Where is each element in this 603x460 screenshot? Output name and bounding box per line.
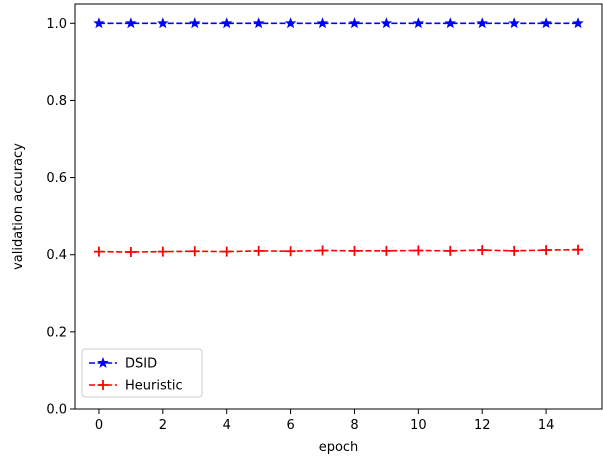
- x-tick-label: 4: [223, 418, 231, 433]
- x-axis-ticks: 0 2 4 6 8 10 12 14: [95, 409, 555, 433]
- data-point-heuristic: [573, 244, 584, 255]
- legend-marker-dsid: [97, 356, 109, 368]
- data-point-heuristic: [541, 245, 552, 256]
- y-axis-ticks: 0.0 0.2 0.4 0.6 0.8 1.0: [46, 17, 75, 418]
- y-tick-label: 0.0: [46, 403, 67, 418]
- data-point-dsid: [572, 17, 584, 29]
- data-point-dsid: [508, 17, 520, 29]
- series-line-heuristic: [98, 248, 579, 253]
- x-tick-label: 8: [350, 418, 358, 433]
- y-tick-label: 0.2: [46, 325, 67, 340]
- data-point-dsid: [125, 17, 137, 29]
- data-point-heuristic: [349, 245, 360, 256]
- legend-entry-dsid: DSID: [89, 357, 157, 372]
- data-point-heuristic: [477, 245, 488, 256]
- x-tick-label: 0: [95, 418, 103, 433]
- legend-marker-heuristic: [98, 380, 108, 390]
- data-point-heuristic: [445, 245, 456, 256]
- x-tick-label: 6: [286, 418, 294, 433]
- data-point-dsid: [380, 17, 393, 29]
- x-tick-label: 10: [410, 418, 427, 433]
- y-tick-label: 0.4: [46, 248, 67, 263]
- data-point-heuristic: [509, 245, 520, 256]
- y-tick-label: 0.8: [46, 94, 67, 109]
- series-heuristic: [93, 244, 584, 258]
- data-point-dsid: [412, 17, 425, 29]
- data-point-dsid: [189, 17, 201, 29]
- data-point-heuristic: [253, 245, 264, 256]
- legend-entry-heuristic: Heuristic: [89, 379, 183, 394]
- legend-label-dsid: DSID: [125, 357, 157, 372]
- legend: DSID Heuristic: [81, 348, 203, 398]
- data-point-heuristic: [413, 245, 424, 256]
- x-tick-label: 2: [159, 418, 167, 433]
- legend-label-heuristic: Heuristic: [125, 379, 183, 394]
- y-axis-label: validation accuracy: [11, 143, 26, 270]
- data-point-dsid: [284, 17, 297, 29]
- y-tick-label: 1.0: [46, 17, 67, 32]
- data-point-heuristic: [317, 245, 328, 256]
- data-point-dsid: [476, 17, 488, 29]
- data-point-dsid: [316, 17, 329, 29]
- data-point-heuristic: [189, 246, 200, 257]
- data-point-heuristic: [221, 246, 232, 257]
- data-point-heuristic: [93, 246, 104, 257]
- data-point-dsid: [157, 17, 169, 29]
- data-point-heuristic: [157, 246, 168, 257]
- data-point-dsid: [93, 17, 105, 29]
- data-point-dsid: [348, 17, 361, 29]
- data-point-dsid: [220, 17, 233, 29]
- x-axis-label: epoch: [319, 440, 359, 455]
- x-tick-label: 14: [538, 418, 555, 433]
- plot-area-frame: [74, 3, 603, 410]
- series-layer: [93, 17, 584, 258]
- x-tick-label: 12: [474, 418, 491, 433]
- data-point-heuristic: [125, 247, 136, 258]
- data-point-heuristic: [285, 246, 296, 257]
- series-dsid: [93, 17, 584, 29]
- data-point-heuristic: [381, 245, 392, 256]
- data-point-dsid: [540, 17, 552, 29]
- data-point-dsid: [444, 17, 457, 29]
- y-tick-label: 0.6: [46, 171, 67, 186]
- data-point-dsid: [252, 17, 265, 29]
